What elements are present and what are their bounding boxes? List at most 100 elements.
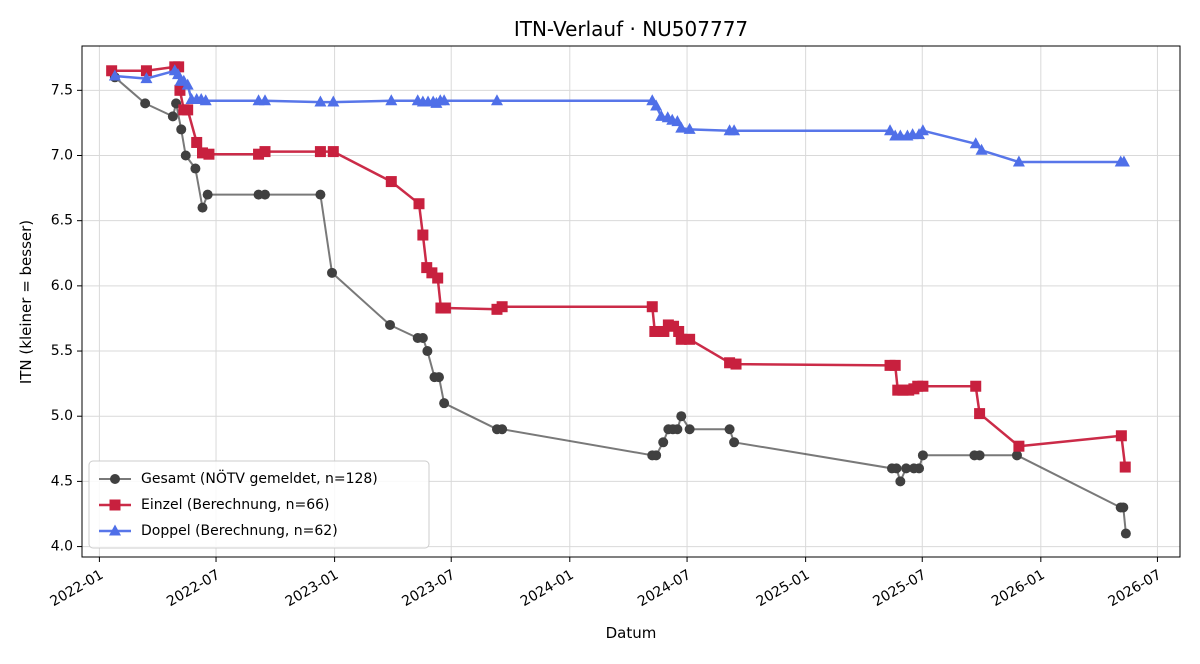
x-tick-label: 2024-01: [518, 567, 577, 610]
y-tick-label: 4.5: [51, 473, 73, 489]
series-line-einzel: [111, 65, 1127, 468]
data-point-doppel: [327, 95, 340, 107]
data-point-einzel: [174, 84, 186, 96]
data-point-doppel: [314, 95, 327, 107]
data-point-einzel: [889, 359, 901, 371]
data-point-doppel: [181, 78, 194, 90]
data-point-gesamt: [1120, 528, 1131, 539]
data-point-einzel: [673, 325, 685, 337]
data-point-einzel: [253, 148, 265, 160]
data-point-gesamt: [190, 163, 201, 174]
data-point-gesamt: [180, 150, 191, 161]
y-tick-label: 6.0: [51, 278, 73, 294]
data-point-einzel: [413, 198, 425, 210]
data-point-gesamt: [914, 463, 925, 474]
data-point-einzel: [658, 325, 670, 337]
legend: Gesamt (NÖTV gemeldet, n=128) Einzel (Ber…: [88, 460, 430, 549]
data-point-gesamt: [202, 189, 213, 200]
data-point-einzel: [730, 358, 742, 370]
data-point-einzel: [675, 333, 687, 345]
data-point-gesamt: [901, 463, 912, 474]
data-point-einzel: [106, 65, 118, 77]
data-point-gesamt: [672, 424, 683, 435]
data-point-gesamt: [651, 450, 662, 461]
x-tick-label: 2025-07: [870, 567, 929, 610]
data-point-gesamt: [917, 450, 928, 461]
data-point-doppel: [969, 137, 982, 149]
data-point-gesamt: [315, 189, 326, 200]
data-point-einzel: [182, 104, 194, 116]
y-axis-label: ITN (kleiner = besser): [17, 220, 35, 384]
data-point-doppel: [675, 121, 688, 133]
data-point-gesamt: [433, 372, 444, 383]
y-tick-label: 6.5: [51, 213, 73, 229]
data-point-doppel: [1117, 155, 1130, 167]
data-point-gesamt: [140, 98, 151, 109]
data-point-gesamt: [439, 398, 450, 409]
data-point-doppel: [650, 99, 663, 111]
x-tick-label: 2025-01: [754, 567, 813, 610]
data-point-gesamt: [684, 424, 695, 435]
y-tick-label: 5.5: [51, 343, 73, 359]
data-point-einzel: [173, 61, 185, 73]
data-point-gesamt: [729, 437, 740, 448]
data-point-einzel: [1119, 461, 1131, 473]
data-point-gesamt: [676, 411, 687, 422]
data-point-doppel: [975, 143, 988, 155]
data-point-gesamt: [974, 450, 985, 461]
data-point-einzel: [1115, 430, 1127, 442]
series-doppel: [108, 64, 1130, 167]
data-point-gesamt: [658, 437, 669, 448]
data-point-einzel: [327, 146, 339, 158]
data-point-doppel: [683, 122, 696, 134]
data-point-gesamt: [497, 424, 508, 435]
x-tick-label: 2022-01: [48, 567, 107, 610]
legend-marker-gesamt: [110, 474, 120, 484]
data-point-doppel: [385, 94, 398, 106]
data-point-einzel: [684, 333, 696, 345]
series-einzel: [106, 61, 1131, 473]
y-tick-label: 7.0: [51, 148, 73, 164]
data-point-einzel: [649, 325, 661, 337]
data-point-einzel: [385, 176, 397, 188]
data-point-gesamt: [417, 333, 428, 343]
legend-label-gesamt: Gesamt (NÖTV gemeldet, n=128): [141, 469, 378, 487]
data-point-einzel: [140, 65, 152, 77]
data-point-einzel: [196, 147, 208, 159]
legend-marker-doppel: [109, 524, 121, 536]
data-point-gesamt: [176, 124, 187, 135]
data-point-doppel: [259, 94, 271, 106]
data-point-einzel: [191, 136, 203, 148]
y-tick-label: 7.5: [51, 82, 73, 98]
data-point-einzel: [203, 148, 215, 160]
data-point-gesamt: [1011, 450, 1022, 461]
x-tick-label: 2026-01: [989, 567, 1048, 610]
chart-title: ITN-Verlauf · NU507777: [514, 17, 748, 41]
data-point-doppel: [438, 94, 451, 106]
x-tick-label: 2023-01: [283, 567, 342, 610]
data-point-gesamt: [327, 267, 338, 278]
data-point-einzel: [1013, 440, 1025, 452]
x-tick-label: 2022-07: [164, 567, 223, 610]
data-point-gesamt: [167, 111, 178, 122]
data-point-doppel: [108, 69, 121, 81]
x-tick-label: 2024-07: [635, 567, 694, 610]
data-point-einzel: [646, 301, 658, 313]
legend-box: [88, 460, 430, 549]
data-point-doppel: [199, 94, 212, 106]
plot-area-frame: [81, 45, 1181, 558]
data-point-einzel: [314, 146, 326, 158]
x-tick-label: 2023-07: [399, 567, 458, 610]
data-point-doppel: [728, 124, 741, 136]
data-point-doppel: [140, 72, 153, 84]
legend-label-einzel: Einzel (Berechnung, n=66): [141, 497, 330, 513]
data-point-einzel: [259, 146, 271, 158]
data-point-einzel: [974, 408, 986, 420]
x-axis-label: Datum: [606, 624, 657, 642]
data-point-doppel: [884, 124, 897, 136]
data-point-gesamt: [422, 346, 433, 357]
data-point-doppel: [1012, 155, 1025, 167]
data-point-einzel: [496, 301, 508, 313]
x-tick-label: 2026-07: [1106, 567, 1165, 610]
